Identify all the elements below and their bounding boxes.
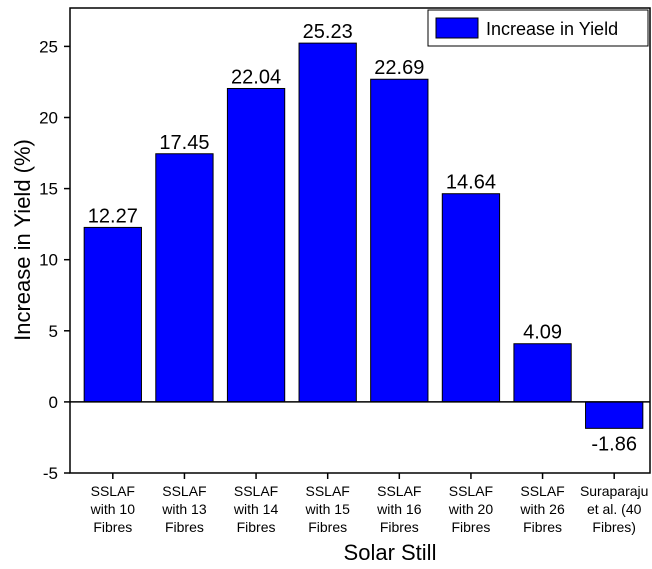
bar [441, 193, 501, 403]
bar [370, 78, 429, 403]
x-tick-label: SSLAF with 15 Fibres [305, 483, 351, 535]
x-tick-label: SSLAF with 20 Fibres [448, 483, 494, 535]
y-tick-label: 0 [49, 393, 58, 412]
x-tick-label: SSLAF with 26 Fibres [519, 483, 565, 535]
bar [298, 42, 357, 403]
y-tick-label: 20 [39, 108, 58, 127]
y-tick-label: 25 [39, 37, 58, 56]
value-label: 12.27 [88, 205, 138, 227]
bar [513, 343, 572, 403]
value-label: 14.64 [446, 172, 496, 194]
x-tick-label: SSLAF with 13 Fibres [161, 483, 207, 535]
value-label: 22.04 [231, 66, 281, 88]
x-tick-label: SSLAF with 14 Fibres [233, 483, 279, 535]
x-axis-label: Solar Still [344, 540, 437, 565]
legend-label: Increase in Yield [486, 19, 618, 39]
x-tick-label: Suraparaju et al. (40 Fibres) [580, 483, 649, 535]
bar [83, 226, 142, 403]
value-label: 25.23 [303, 21, 353, 43]
y-tick-label: 15 [39, 180, 58, 199]
y-tick-label: 10 [39, 251, 58, 270]
x-tick-label: SSLAF with 16 Fibres [376, 483, 422, 535]
bar [585, 401, 644, 429]
legend-swatch [435, 17, 479, 39]
value-label: 17.45 [159, 132, 209, 154]
y-tick-label: -5 [43, 464, 58, 483]
bar [226, 87, 286, 403]
value-label: 4.09 [523, 322, 562, 344]
y-tick-label: 5 [49, 322, 58, 341]
bar [155, 153, 214, 403]
plot-frame [69, 7, 651, 474]
y-axis-label: Increase in Yield (%) [10, 139, 35, 341]
value-label: -1.86 [591, 433, 637, 455]
value-label: 22.69 [374, 57, 424, 79]
x-tick-label: SSLAF with 10 Fibres [90, 483, 136, 535]
